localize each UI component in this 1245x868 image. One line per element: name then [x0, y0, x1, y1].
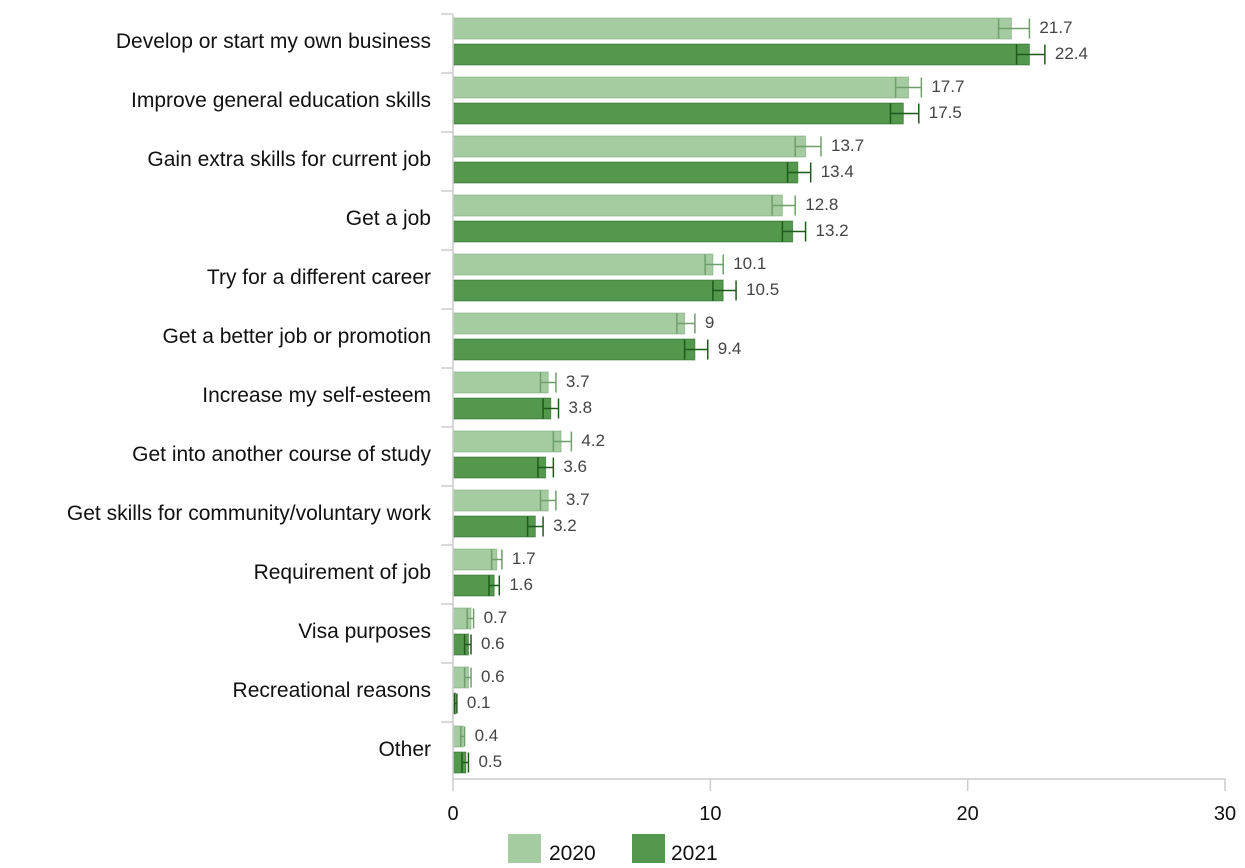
category-label: Recreational reasons: [233, 679, 431, 702]
x-tick-label: 20: [957, 803, 979, 825]
data-label-2020: 13.7: [831, 136, 864, 155]
data-label-2021: 13.4: [821, 162, 854, 181]
bar-2021: [452, 574, 495, 597]
category-label: Gain extra skills for current job: [147, 148, 431, 171]
data-label-2020: 10.1: [733, 254, 766, 273]
bar-2020: [452, 17, 1012, 40]
data-label-2020: 0.7: [484, 608, 508, 627]
bar-2021: [452, 279, 724, 302]
legend-swatch-2021: [632, 834, 665, 863]
category-label: Get a better job or promotion: [163, 325, 431, 348]
bar-2021: [452, 397, 552, 420]
data-label-2021: 17.5: [929, 103, 962, 122]
legend-swatch-2020: [508, 834, 541, 863]
data-label-2021: 3.2: [553, 516, 577, 535]
data-label-2021: 0.5: [478, 752, 502, 771]
data-label-2021: 0.6: [481, 634, 505, 653]
bar-2020: [452, 548, 498, 571]
legend-label-2020: 2020: [549, 842, 596, 863]
data-label-2020: 1.7: [512, 549, 536, 568]
category-label: Requirement of job: [254, 561, 431, 584]
bar-2020: [452, 76, 909, 99]
bar-2020: [452, 371, 549, 394]
bar-2021: [452, 338, 696, 361]
data-label-2021: 9.4: [718, 339, 742, 358]
data-label-2021: 1.6: [509, 575, 533, 594]
data-label-2020: 17.7: [931, 77, 964, 96]
x-tick-label: 0: [447, 803, 458, 825]
data-label-2021: 22.4: [1055, 44, 1088, 63]
bar-2020: [452, 430, 562, 453]
bar-2020: [452, 253, 714, 276]
category-label: Try for a different career: [207, 266, 431, 289]
x-tick-label: 30: [1214, 803, 1236, 825]
bar-2021: [452, 515, 536, 538]
bar-2021: [452, 102, 904, 125]
bar-2021: [452, 456, 547, 479]
legend-label-2021: 2021: [671, 842, 718, 863]
bar-2021: [452, 43, 1030, 66]
category-label: Visa purposes: [298, 620, 431, 643]
data-label-2021: 10.5: [746, 280, 779, 299]
bar-2020: [452, 312, 686, 335]
data-label-2020: 0.6: [481, 667, 505, 686]
bar-2020: [452, 489, 549, 512]
category-label: Develop or start my own business: [116, 30, 431, 53]
x-tick-label: 10: [699, 803, 721, 825]
category-label: Get a job: [346, 207, 431, 230]
data-label-2020: 12.8: [805, 195, 838, 214]
category-label: Increase my self-esteem: [202, 384, 431, 407]
data-label-2020: 4.2: [581, 431, 605, 450]
category-label: Improve general education skills: [131, 89, 431, 112]
bar-2020: [452, 194, 783, 217]
data-label-2020: 0.4: [475, 726, 499, 745]
data-label-2021: 3.6: [563, 457, 587, 476]
data-label-2021: 3.8: [569, 398, 593, 417]
bar-2021: [452, 220, 794, 243]
bar-2020: [452, 135, 807, 158]
category-label: Other: [378, 738, 431, 761]
data-label-2021: 0.1: [467, 693, 491, 712]
data-label-2020: 9: [705, 313, 714, 332]
data-label-2020: 21.7: [1039, 18, 1072, 37]
category-label: Get skills for community/voluntary work: [67, 502, 432, 525]
data-label-2020: 3.7: [566, 490, 590, 509]
data-label-2020: 3.7: [566, 372, 590, 391]
data-label-2021: 13.2: [816, 221, 849, 240]
bar-2021: [452, 161, 799, 184]
category-label: Get into another course of study: [132, 443, 431, 466]
